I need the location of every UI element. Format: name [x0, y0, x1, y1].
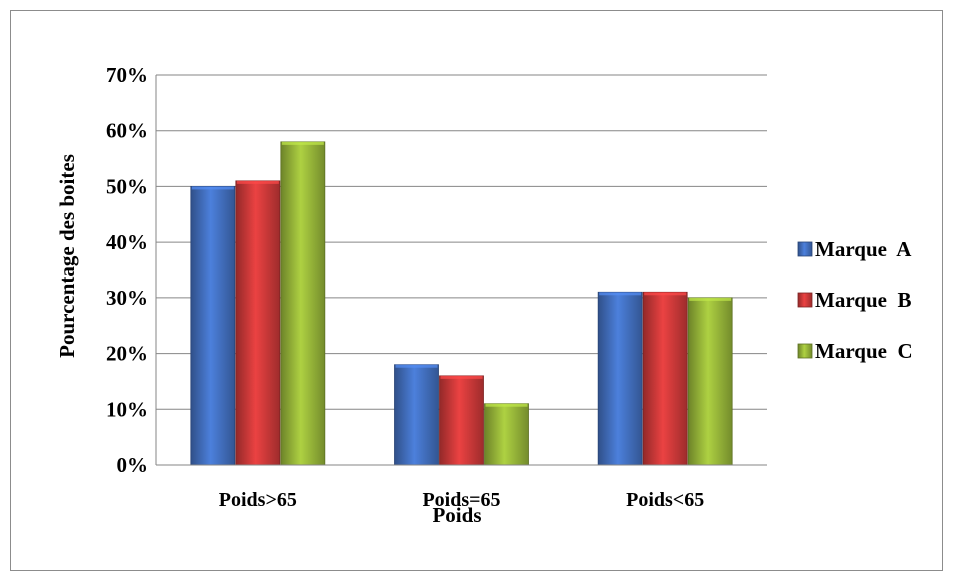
x-category-labels: Poids>65 Poids=65 Poids<65: [219, 489, 704, 511]
y-tick-label: 50%: [106, 174, 148, 198]
bar: [235, 180, 281, 466]
legend-label: Marque A: [815, 237, 912, 261]
y-tick-label: 40%: [106, 230, 148, 254]
bar-cap: [236, 180, 279, 184]
bar-cap: [191, 186, 234, 190]
y-tick-label: 70%: [106, 63, 148, 87]
bar-cap: [485, 403, 528, 407]
bar-cap: [689, 297, 732, 301]
y-tick-label: 60%: [106, 119, 148, 143]
axes: [155, 75, 767, 466]
bar: [597, 291, 643, 466]
y-tick-label: 0%: [117, 453, 149, 477]
legend-swatch: [797, 241, 813, 257]
bar-cap: [644, 292, 687, 296]
bar-cap: [281, 141, 324, 145]
y-tick-labels: 0% 10% 20% 30% 40% 50% 60% 70%: [106, 63, 148, 477]
legend-label: Marque C: [815, 339, 913, 363]
chart-frame: 0% 10% 20% 30% 40% 50% 60% 70% Poids>65 Poids=65…: [10, 10, 943, 571]
legend-swatch: [797, 343, 813, 359]
legend-label: Marque B: [815, 288, 911, 312]
bar: [394, 364, 439, 466]
bar: [190, 186, 236, 466]
bar: [642, 291, 688, 466]
bar-cap: [440, 375, 483, 379]
legend-swatch: [797, 292, 813, 308]
bar-cap: [395, 364, 438, 368]
x-category-label: Poids=65: [422, 489, 500, 511]
bars: [190, 141, 733, 466]
bar: [484, 403, 529, 466]
x-axis-title: Poids: [432, 503, 481, 527]
x-category-label: Poids<65: [626, 489, 704, 511]
bar: [687, 297, 733, 466]
y-tick-label: 30%: [106, 286, 148, 310]
y-tick-label: 10%: [106, 397, 148, 421]
x-category-label: Poids>65: [219, 489, 297, 511]
bar: [280, 141, 326, 466]
bar: [439, 375, 484, 466]
legend: Marque A Marque B Marque C: [797, 237, 913, 363]
bar-chart: 0% 10% 20% 30% 40% 50% 60% 70% Poids>65 Poids=65…: [55, 63, 913, 527]
y-axis-title: Pourcentage des boites: [55, 154, 79, 358]
y-tick-label: 20%: [106, 342, 148, 366]
bar-cap: [599, 292, 642, 296]
